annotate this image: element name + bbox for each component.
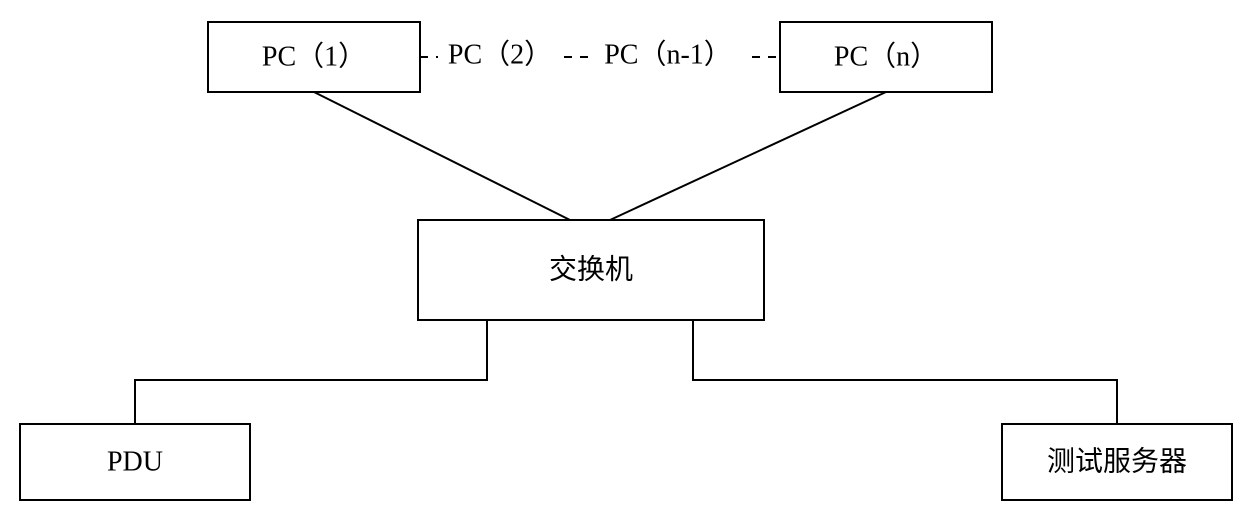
edge-3 [314, 92, 570, 220]
node-label-switch: 交换机 [549, 253, 633, 285]
node-label-pcn: PC（n） [834, 40, 938, 72]
node-label-pdu: PDU [107, 446, 163, 477]
edge-5 [135, 320, 487, 424]
node-label-server: 测试服务器 [1047, 445, 1187, 477]
node-label-pcnm1: PC（n-1） [604, 38, 732, 70]
edge-4 [610, 92, 886, 220]
diagram-canvas: PC（1） PC（2） PC（n-1） PC（n） 交换机 PDU 测试服务器 [0, 0, 1240, 514]
node-label-pc1: PC（1） [262, 40, 366, 72]
node-label-pc2: PC（2） [448, 38, 552, 70]
edge-6 [693, 320, 1117, 424]
